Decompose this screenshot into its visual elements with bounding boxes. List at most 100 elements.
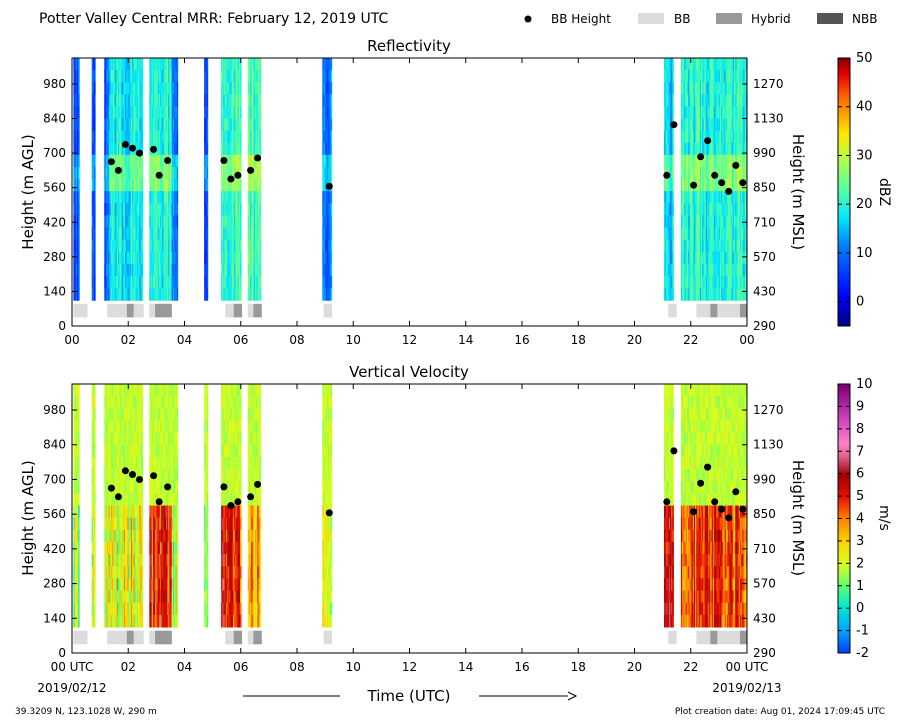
heatmap-cell: [253, 227, 256, 241]
heatmap-cell: [154, 58, 156, 71]
heatmap-cell: [714, 227, 716, 241]
heatmap-cell: [690, 203, 692, 216]
heatmap-cell: [128, 203, 131, 216]
heatmap-cell: [712, 106, 715, 120]
heatmap-cell: [151, 481, 154, 494]
heatmap-cell: [250, 130, 252, 144]
heatmap-cell: [257, 288, 259, 301]
heatmap-cell: [714, 70, 716, 83]
heatmap-cell: [139, 263, 141, 277]
heatmap-cell: [704, 142, 707, 156]
heatmap-cell: [115, 142, 118, 156]
heatmap-cell: [150, 263, 153, 277]
heatmap-cell: [250, 191, 252, 204]
heatmap-cell: [223, 215, 225, 228]
heatmap-cell: [161, 493, 163, 506]
heatmap-cell: [691, 94, 694, 107]
heatmap-cell: [229, 106, 231, 120]
heatmap-cell: [74, 142, 77, 156]
heatmap-cell: [171, 227, 174, 241]
heatmap-cell: [250, 58, 252, 71]
heatmap-cell: [711, 94, 714, 107]
heatmap-cell: [109, 396, 112, 409]
heatmap-cell: [710, 130, 712, 144]
heatmap-cell: [671, 106, 673, 120]
heatmap-cell: [132, 130, 134, 144]
heatmap-cell: [729, 154, 731, 168]
heatmap-cell: [133, 106, 135, 120]
bb-flag-hybrid: [740, 303, 747, 318]
heatmap-cell: [157, 94, 160, 107]
heatmap-cell: [131, 481, 133, 494]
heatmap-cell: [223, 432, 225, 446]
heatmap-cell: [206, 408, 209, 421]
heatmap-cell: [253, 94, 256, 107]
heatmap-cell: [176, 288, 179, 301]
heatmap-cell: [151, 444, 154, 458]
heatmap-cell: [113, 179, 115, 192]
heatmap-cell: [221, 166, 223, 180]
heatmap-cell: [174, 384, 176, 397]
heatmap-cell: [688, 191, 690, 204]
heatmap-cell: [110, 94, 113, 107]
heatmap-cell: [136, 227, 139, 241]
heatmap-cell: [155, 227, 157, 241]
heatmap-cell: [711, 106, 714, 120]
heatmap-cell: [717, 191, 720, 204]
heatmap-cell: [228, 106, 230, 120]
heatmap-cell: [106, 166, 109, 180]
heatmap-cell: [741, 166, 743, 180]
heatmap-cell: [133, 420, 135, 434]
heatmap-cell: [165, 58, 168, 71]
heatmap-cell: [222, 566, 224, 579]
heatmap-cell: [227, 58, 229, 71]
heatmap-cell: [108, 578, 111, 592]
heatmap-cell: [253, 106, 256, 120]
heatmap-cell: [162, 396, 164, 409]
heatmap-cell: [123, 288, 126, 301]
heatmap-cell: [136, 94, 139, 107]
heatmap-cell: [74, 432, 77, 446]
heatmap-cell: [235, 82, 237, 95]
heatmap-cell: [170, 554, 173, 567]
heatmap-cell: [330, 130, 333, 144]
heatmap-cell: [105, 505, 108, 519]
heatmap-cell: [120, 444, 122, 458]
heatmap-cell: [222, 541, 224, 555]
heatmap-cell: [157, 384, 160, 397]
heatmap-cell: [119, 456, 121, 470]
x-tick-label: 00: [64, 333, 79, 347]
heatmap-cell: [127, 215, 130, 228]
heatmap-cell: [105, 203, 108, 216]
heatmap-cell: [671, 275, 673, 289]
heatmap-cell: [717, 263, 720, 277]
heatmap-cell: [741, 94, 743, 107]
heatmap-cell: [692, 70, 695, 83]
heatmap-cell: [225, 82, 228, 95]
heatmap-cell: [73, 82, 75, 95]
heatmap-cell: [689, 203, 691, 216]
heatmap-cell: [140, 602, 143, 616]
heatmap-cell: [125, 166, 127, 180]
heatmap-cell: [680, 239, 683, 253]
heatmap-cell: [703, 227, 705, 241]
heatmap-cell: [121, 215, 124, 228]
heatmap-cell: [154, 239, 156, 253]
heatmap-cell: [170, 614, 173, 628]
heatmap-cell: [728, 179, 730, 192]
heatmap-cell: [129, 602, 132, 616]
heatmap-cell: [173, 602, 175, 616]
heatmap-cell: [94, 614, 96, 628]
heatmap-cell: [75, 118, 78, 132]
heatmap-cell: [723, 179, 725, 192]
heatmap-cell: [204, 58, 206, 71]
heatmap-cell: [138, 130, 140, 144]
heatmap-cell: [224, 70, 227, 83]
heatmap-cell: [683, 263, 685, 277]
heatmap-cell: [227, 288, 229, 301]
heatmap-cell: [115, 505, 118, 519]
heatmap-cell: [731, 288, 734, 301]
heatmap-cell: [150, 58, 153, 71]
heatmap-cell: [237, 142, 240, 156]
heatmap-cell: [131, 566, 133, 579]
